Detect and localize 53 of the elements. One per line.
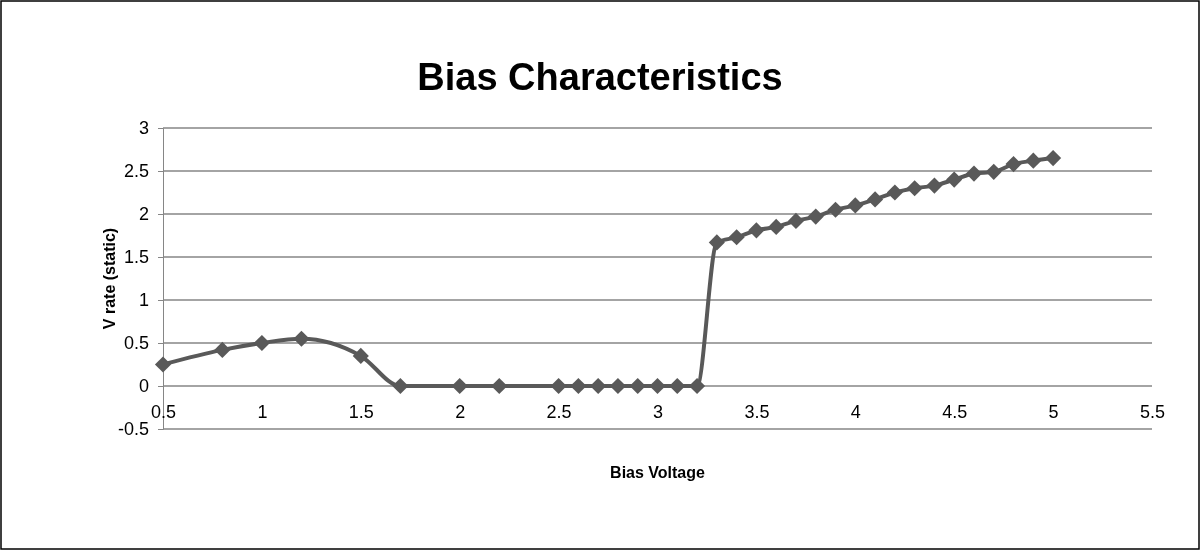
x-tick-label: 5.5 [1139,402,1166,422]
x-tick-label: 4 [850,402,861,422]
point [451,377,468,395]
y-tick-label: 0.5 [123,333,149,354]
x-tick-label: 2 [455,402,466,422]
point [768,218,785,235]
y-tick-label: 2.5 [123,161,149,182]
y-tick-label: 2 [138,204,149,225]
y-tick-label: 1.5 [123,247,149,268]
x-tick-label: 4.5 [942,402,968,422]
point [728,229,745,246]
point [689,377,706,395]
x-axis-title: Bias Voltage [610,464,706,481]
point [154,356,172,373]
point [293,330,310,347]
point [867,191,884,208]
x-tick-label: 5 [1048,402,1059,422]
point [708,234,725,251]
point [253,334,270,352]
y-tick-label: -0.5 [117,419,149,440]
y-tick-label: 0 [138,376,149,397]
point [352,347,369,364]
point [807,208,824,225]
point [965,165,983,182]
point [926,177,943,194]
point [827,201,844,218]
point [570,377,587,395]
point [649,377,666,395]
point [1025,152,1042,169]
point [550,377,567,395]
point [669,377,686,395]
point [629,377,646,395]
point [748,222,765,239]
x-tick-label: 3 [652,402,664,422]
point [946,171,963,188]
point [886,184,903,201]
y-tick-label: 3 [138,118,149,139]
point [906,180,923,197]
x-tick-label: 1.5 [348,402,374,422]
point [214,341,231,358]
point [847,197,864,214]
chart-title: Bias Characteristics [417,56,783,98]
point [787,212,805,229]
x-tick-label: 1 [257,402,268,422]
x-tick-label: 3.5 [744,402,770,422]
point [1005,156,1022,173]
point [392,377,409,395]
point [491,377,508,395]
y-tick-label: 1 [138,290,149,311]
point [985,163,1002,180]
point [1045,150,1062,167]
x-tick-label: 2.5 [546,402,572,422]
y-axis-title: V rate (static) [101,227,118,330]
